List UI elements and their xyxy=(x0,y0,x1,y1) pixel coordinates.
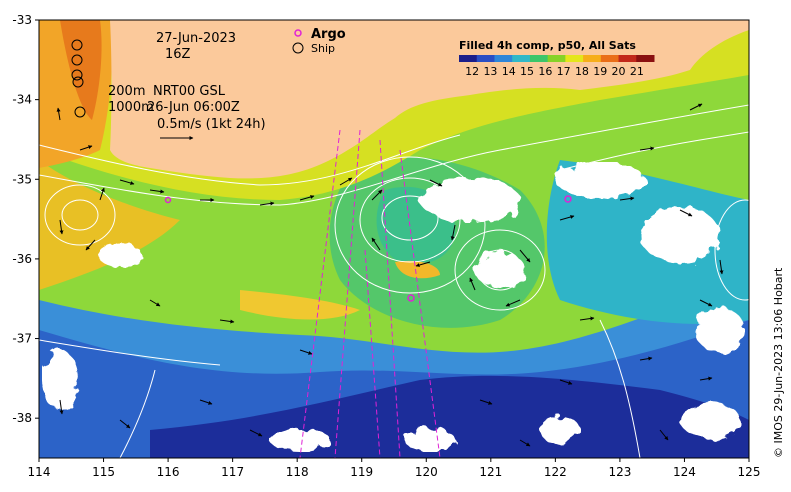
x-tick-label: 120 xyxy=(415,465,438,479)
colorbar-tick-label: 15 xyxy=(520,65,534,78)
model-label: NRT00 GSL xyxy=(153,84,226,99)
scale-label: 0.5m/s (1kt 24h) xyxy=(157,117,266,132)
depth2-label: 1000m xyxy=(108,100,154,115)
x-tick-label: 115 xyxy=(92,465,115,479)
x-tick-label: 117 xyxy=(221,465,244,479)
colorbar-swatch xyxy=(494,55,513,62)
x-tick-label: 116 xyxy=(157,465,180,479)
y-tick-label: -35 xyxy=(12,172,32,186)
ship-legend-icon xyxy=(292,42,304,54)
y-axis: -33 -34 -35 -36 -37 -38 xyxy=(12,13,39,425)
date-label: 27-Jun-2023 xyxy=(156,31,236,46)
colorbar-swatch xyxy=(512,55,531,62)
colorbar-tick-label: 14 xyxy=(502,65,516,78)
x-tick-label: 119 xyxy=(350,465,373,479)
x-tick-label: 122 xyxy=(544,465,567,479)
colorbar-tick-label: 12 xyxy=(465,65,479,78)
colorbar-tick-label: 13 xyxy=(483,65,497,78)
sst-field xyxy=(39,20,749,458)
float-tracks xyxy=(299,129,441,458)
colorbar-tick-label: 17 xyxy=(557,65,571,78)
ssh-contours xyxy=(39,104,749,458)
x-axis: 114 115 116 117 118 119 120 121 122 123 124 125 xyxy=(28,458,761,479)
colorbar-swatch xyxy=(636,55,655,62)
colorbar-swatch xyxy=(476,55,495,62)
colorbar-swatch xyxy=(600,55,620,62)
x-tick-label: 118 xyxy=(286,465,309,479)
argo-legend-icon xyxy=(294,29,302,37)
x-tick-label: 114 xyxy=(28,465,51,479)
cloud-gaps xyxy=(42,162,745,452)
colorbar-swatch xyxy=(459,55,478,62)
colorbar-swatch xyxy=(583,55,602,62)
y-tick-label: -33 xyxy=(12,13,32,27)
y-tick-label: -37 xyxy=(12,332,32,346)
ship-legend-label: Ship xyxy=(311,42,335,55)
ship-track xyxy=(71,39,86,118)
analysis-time-label: 26-Jun 06:00Z xyxy=(147,100,240,115)
colorbar-swatch xyxy=(547,55,566,62)
colorbar-tick-label: 21 xyxy=(630,65,644,78)
colorbar-title: Filled 4h comp, p50, All Sats xyxy=(459,39,636,52)
y-tick-label: -38 xyxy=(12,411,32,425)
y-tick-label: -34 xyxy=(12,93,32,107)
credit-label: © IMOS 29-Jun-2023 13:06 Hobart xyxy=(772,267,785,458)
plot-frame xyxy=(38,19,750,459)
argo-legend-label: Argo xyxy=(311,27,346,42)
colorbar-swatch xyxy=(565,55,584,62)
y-tick-label: -36 xyxy=(12,252,32,266)
x-tick-label: 121 xyxy=(479,465,502,479)
current-vectors xyxy=(56,103,724,447)
colorbar: Filled 4h comp, p50, All Sats 12 13 14 15 16… xyxy=(459,39,655,78)
hour-label: 16Z xyxy=(165,47,191,62)
colorbar-swatch xyxy=(618,55,637,62)
colorbar-tick-label: 19 xyxy=(593,65,607,78)
colorbar-tick-label: 20 xyxy=(612,65,626,78)
colorbar-tick-label: 16 xyxy=(538,65,552,78)
colorbar-swatch xyxy=(529,55,549,62)
x-tick-label: 123 xyxy=(608,465,631,479)
argo-markers xyxy=(164,195,572,302)
x-tick-label: 124 xyxy=(673,465,696,479)
x-tick-label: 125 xyxy=(738,465,761,479)
colorbar-tick-label: 18 xyxy=(575,65,589,78)
depth-label: 200m xyxy=(108,84,145,99)
